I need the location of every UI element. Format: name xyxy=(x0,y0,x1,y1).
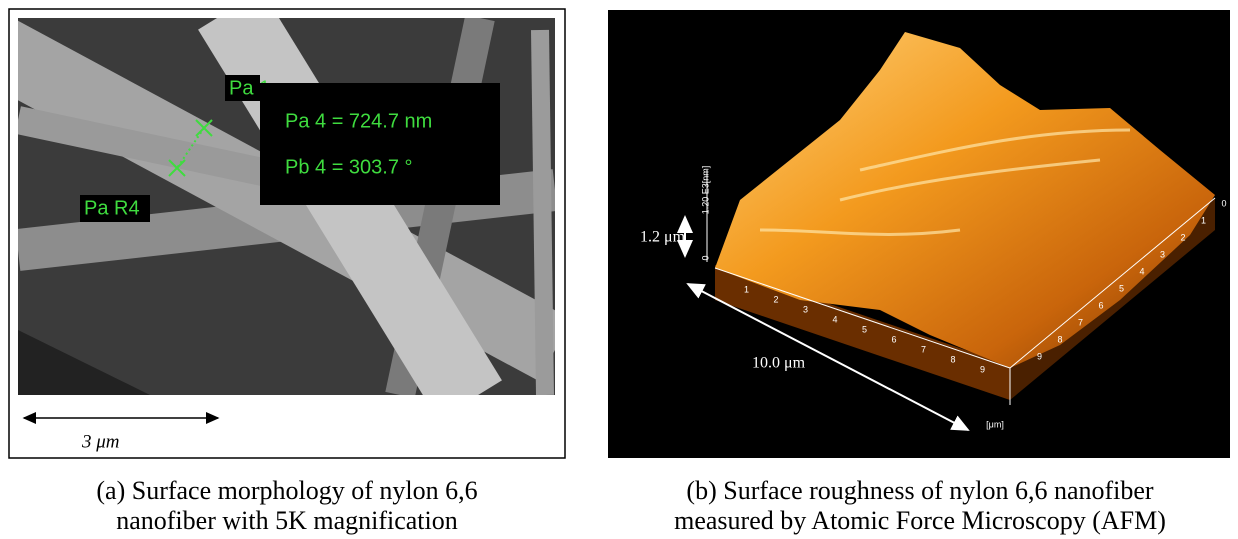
scale-label: 3 μm xyxy=(81,431,120,452)
x-tick-label: 9 xyxy=(980,364,985,374)
x-tick-label: 6 xyxy=(891,334,896,344)
x-tick-label: 1 xyxy=(744,284,749,294)
measure-a: Pa 4 = 724.7 nm xyxy=(285,110,432,132)
y-tick-label: 3 xyxy=(1160,249,1165,259)
y-tick-label: 0 xyxy=(1221,198,1226,208)
measure-box xyxy=(260,83,500,205)
x-tick-label: 3 xyxy=(803,304,808,314)
y-tick-label: 6 xyxy=(1098,300,1103,310)
caption-b-line: (b) Surface roughness of nylon 6,6 nanof… xyxy=(686,476,1153,505)
x-tick-label: 7 xyxy=(921,344,926,354)
y-tick-label: 2 xyxy=(1180,232,1185,242)
z-axis-zero: 0 xyxy=(700,255,710,260)
width-label: 10.0 μm xyxy=(752,355,806,372)
x-tick-label: 8 xyxy=(950,354,955,364)
z-axis-label: 1.20 E3[nm] xyxy=(700,166,710,215)
y-tick-label: 7 xyxy=(1078,317,1083,327)
y-tick-label: 9 xyxy=(1037,351,1042,361)
caption-b-line: measured by Atomic Force Microscopy (AFM… xyxy=(674,506,1166,535)
x-tick-label: 2 xyxy=(773,294,778,304)
height-label: 1.2 μm xyxy=(640,229,686,246)
caption-a-line: (a) Surface morphology of nylon 6,6 xyxy=(96,476,477,505)
x-tick-label: 4 xyxy=(832,314,837,324)
y-tick-label: 5 xyxy=(1119,283,1124,293)
y-tick-label: 1 xyxy=(1201,215,1206,225)
pa-r4-label: Pa R4 xyxy=(84,197,140,219)
caption-a-line: nanofiber with 5K magnification xyxy=(116,506,458,535)
measure-b: Pb 4 = 303.7 ° xyxy=(285,156,413,178)
y-tick-label: 8 xyxy=(1057,334,1062,344)
x-tick-label: 5 xyxy=(862,324,867,334)
unit-label: [μm] xyxy=(986,419,1004,429)
figure: Pa 1 Pa 4 = 724.7 nm Pb 4 = 303.7 ° Pa R… xyxy=(0,0,1238,539)
y-tick-label: 4 xyxy=(1139,266,1144,276)
